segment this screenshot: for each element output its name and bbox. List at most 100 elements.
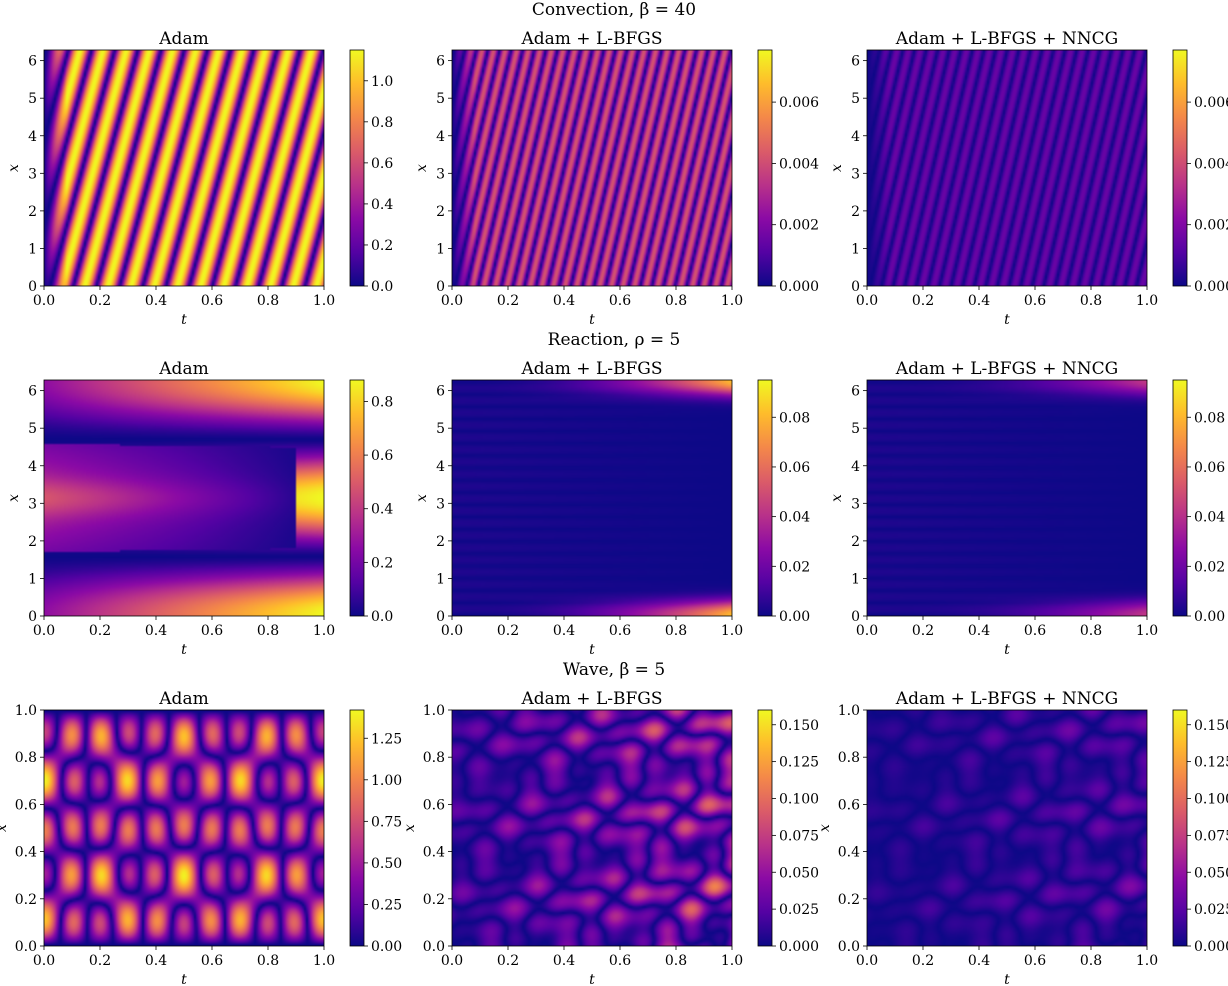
- x-tick-label: 1.0: [721, 293, 743, 309]
- heatmap-image: [867, 50, 1147, 286]
- colorbar: [349, 49, 365, 287]
- colorbar-tick-label: 0.04: [1194, 510, 1225, 526]
- row-title: Convection, β = 40: [532, 0, 696, 20]
- row-title: Reaction, ρ = 5: [548, 330, 681, 350]
- x-axis-label: t: [1004, 972, 1010, 986]
- colorbar-tick-label: 0.075: [779, 828, 819, 844]
- x-tick-label: 0.2: [497, 293, 519, 309]
- heatmap-image: [867, 710, 1147, 946]
- y-tick-label: 0.0: [423, 939, 445, 955]
- colorbar-tick-label: 0.8: [371, 115, 393, 131]
- y-tick-label: 5: [851, 421, 860, 437]
- y-tick-label: 1: [851, 241, 860, 257]
- colorbar-tick-label: 0.4: [371, 502, 393, 518]
- panel-title: Adam + L-BFGS + NNCG: [895, 29, 1118, 49]
- colorbar-tick-label: 0.2: [371, 238, 393, 254]
- y-tick-label: 0: [28, 279, 37, 295]
- panel-title: Adam: [158, 689, 208, 709]
- y-tick-label: 3: [851, 496, 860, 512]
- x-tick-label: 0.2: [89, 623, 111, 639]
- y-tick-label: 0: [851, 609, 860, 625]
- y-tick-label: 4: [28, 129, 37, 145]
- colorbar-tick-label: 0.125: [1194, 755, 1228, 771]
- x-axis-label: t: [589, 972, 595, 986]
- colorbar: [1172, 709, 1188, 947]
- x-tick-label: 0.6: [1024, 623, 1046, 639]
- x-tick-label: 0.4: [968, 293, 990, 309]
- x-tick-label: 0.6: [201, 953, 223, 969]
- plot-frame: [451, 49, 733, 287]
- colorbar-tick-label: 0.004: [779, 156, 819, 172]
- x-tick-label: 0.8: [665, 953, 687, 969]
- x-tick-label: 1.0: [313, 293, 335, 309]
- panel-title: Adam + L-BFGS + NNCG: [895, 359, 1118, 379]
- plot-frame: [866, 709, 1148, 947]
- x-axis-label: t: [589, 312, 595, 328]
- x-tick-label: 0.0: [33, 953, 55, 969]
- colorbar-tick-label: 0.0: [371, 279, 393, 295]
- y-tick-label: 1.0: [838, 703, 860, 719]
- x-tick-label: 0.0: [441, 953, 463, 969]
- row-title: Wave, β = 5: [563, 660, 665, 680]
- colorbar-tick-label: 0.000: [779, 279, 819, 295]
- colorbar-tick-label: 0.100: [779, 792, 819, 808]
- y-tick-label: 0.0: [838, 939, 860, 955]
- x-tick-label: 0.4: [553, 623, 575, 639]
- x-tick-label: 0.0: [33, 623, 55, 639]
- panel-title: Adam + L-BFGS: [520, 689, 662, 709]
- colorbar-tick-label: 0.06: [1194, 460, 1225, 476]
- y-tick-label: 0.0: [15, 939, 37, 955]
- colorbar: [349, 709, 365, 947]
- y-axis-label: x: [829, 494, 845, 502]
- colorbar-tick-label: 0.8: [371, 394, 393, 410]
- x-axis-label: t: [181, 642, 187, 658]
- colorbar: [757, 49, 773, 287]
- colorbar-tick-label: 0.025: [779, 902, 819, 918]
- x-axis-label: t: [1004, 312, 1010, 328]
- y-tick-label: 0.4: [15, 845, 37, 861]
- y-tick-label: 6: [436, 54, 445, 70]
- panel-title: Adam + L-BFGS: [520, 29, 662, 49]
- plot-frame: [451, 709, 733, 947]
- y-tick-label: 0: [436, 609, 445, 625]
- colorbar-tick-label: 0.25: [371, 897, 402, 913]
- colorbar-tick-label: 0.006: [1194, 95, 1228, 111]
- colorbar-tick-label: 0.08: [1194, 410, 1225, 426]
- heatmap-image: [44, 50, 324, 286]
- x-tick-label: 0.4: [145, 623, 167, 639]
- y-axis-label: x: [6, 494, 22, 502]
- x-tick-label: 0.2: [912, 953, 934, 969]
- y-tick-label: 0: [436, 279, 445, 295]
- y-tick-label: 3: [436, 166, 445, 182]
- y-tick-label: 1: [28, 241, 37, 257]
- x-tick-label: 1.0: [721, 953, 743, 969]
- y-tick-label: 6: [851, 54, 860, 70]
- colorbar-tick-label: 0.00: [779, 609, 810, 625]
- colorbar-tick-label: 0.002: [779, 218, 819, 234]
- colorbar-tick-label: 0.02: [1194, 559, 1225, 575]
- colorbar-tick-label: 0.150: [779, 718, 819, 734]
- y-tick-label: 2: [851, 534, 860, 550]
- x-tick-label: 0.8: [665, 623, 687, 639]
- panel-title: Adam: [158, 359, 208, 379]
- y-tick-label: 6: [851, 384, 860, 400]
- y-tick-label: 5: [436, 91, 445, 107]
- colorbar-tick-label: 0.000: [1194, 279, 1228, 295]
- y-tick-label: 4: [436, 459, 445, 475]
- x-tick-label: 0.4: [968, 953, 990, 969]
- y-tick-label: 2: [851, 204, 860, 220]
- heatmap-image: [867, 380, 1147, 616]
- y-tick-label: 1: [851, 571, 860, 587]
- x-axis-label: t: [1004, 642, 1010, 658]
- x-tick-label: 1.0: [313, 953, 335, 969]
- y-tick-label: 0.8: [423, 750, 445, 766]
- x-tick-label: 0.6: [201, 293, 223, 309]
- y-tick-label: 6: [436, 384, 445, 400]
- y-tick-label: 0.8: [838, 750, 860, 766]
- y-tick-label: 1: [436, 241, 445, 257]
- x-tick-label: 0.2: [912, 293, 934, 309]
- x-tick-label: 0.4: [145, 953, 167, 969]
- y-tick-label: 4: [851, 459, 860, 475]
- colorbar-tick-label: 0.004: [1194, 156, 1228, 172]
